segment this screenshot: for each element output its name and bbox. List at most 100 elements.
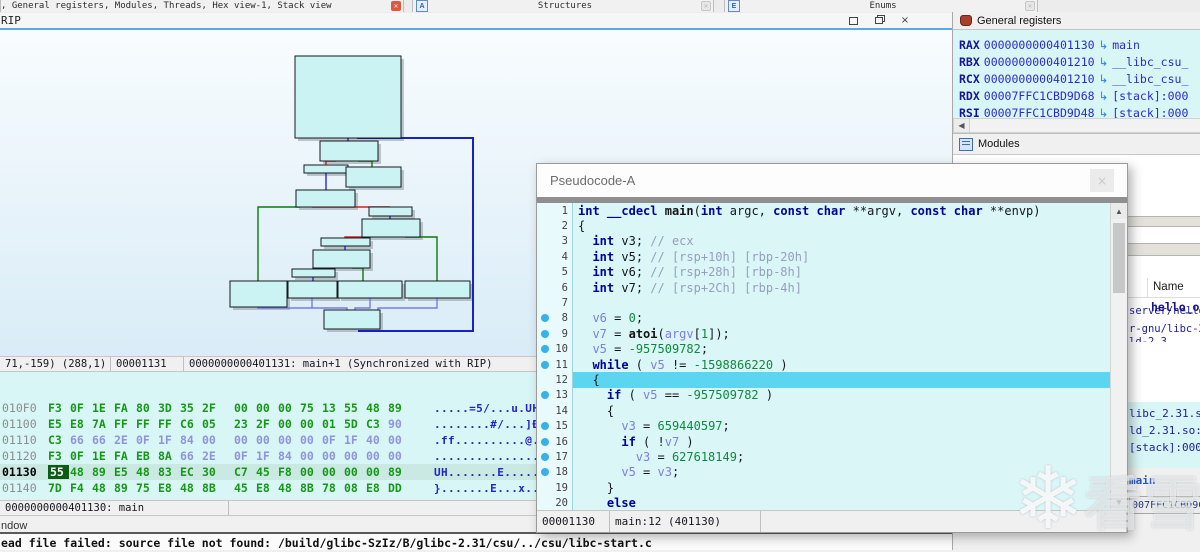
line-number-margin[interactable]: 20 <box>537 495 573 510</box>
line-number-margin[interactable]: 6 <box>537 279 573 296</box>
code-line[interactable]: 7 <box>537 295 1110 311</box>
graph-node[interactable] <box>404 280 471 299</box>
code-line[interactable]: 3 int v3; // ecx <box>537 233 1110 250</box>
module-path-item[interactable]: ld-2.3 <box>1129 336 1167 342</box>
module-path-item[interactable]: server/hello_ <box>1129 305 1200 317</box>
register-row[interactable]: RSI 00007FFC1CBD9D48 ↳ [stack]:000 <box>959 104 1188 119</box>
code-line[interactable]: 10 v5 = -957509782; <box>537 341 1110 357</box>
line-number-margin[interactable]: 8 <box>537 310 573 327</box>
hex-row[interactable]: 01110 C3 66 66 2E 0F 1F 84 00 00 00 00 00 0F 1F 40 00 .ff… <box>0 432 952 448</box>
code-line[interactable]: 16 if ( ! v7 ) <box>537 433 1110 450</box>
line-number-margin[interactable]: 17 <box>537 449 573 465</box>
scroll-down-arrow-icon[interactable]: ▼ <box>1111 494 1127 510</box>
tab-close-icon[interactable]: ✕ <box>391 1 401 11</box>
hex-row[interactable]: 010F0 F3 0F 1E FA 80 3D 35 2F 00 00 00 75 13 55 48 89...… <box>0 400 952 416</box>
register-row[interactable]: RDX 00007FFC1CBD9D68 ↳ [stack]:000 <box>959 87 1188 104</box>
graph-node[interactable] <box>319 140 379 162</box>
close-icon[interactable]: × <box>1090 169 1114 192</box>
breakpoint-icon[interactable] <box>541 422 549 431</box>
code-line[interactable]: 6 int v7; // [rsp+2Ch] [rbp-4h] <box>537 279 1110 296</box>
tab-general-registers-modules-threads-hex-view-1-stack-view[interactable]: , General registers, Modules, Threads, H… <box>0 0 404 12</box>
code-line[interactable]: 12 { <box>537 372 1110 388</box>
register-row[interactable]: RBX 0000000000401210 ↳ __libc_csu_ <box>959 53 1188 70</box>
line-number-margin[interactable]: 10 <box>537 341 573 357</box>
module-name-cell[interactable]: hello_o <box>1151 300 1200 314</box>
line-number-margin[interactable]: 13 <box>537 387 573 404</box>
registers-panel-titlebar[interactable]: General registers <box>952 12 1200 30</box>
code-line[interactable]: 14 { <box>537 403 1110 419</box>
registers-hscrollbar[interactable]: ◀ <box>953 118 1200 133</box>
code-line[interactable]: 2{ <box>537 218 1110 234</box>
code-line[interactable]: 17 v3 = 627618149; <box>537 449 1110 465</box>
code-line[interactable]: 20 else <box>537 495 1110 510</box>
breakpoint-icon[interactable] <box>541 391 549 400</box>
code-line[interactable]: 13 if ( v5 == -957509782 ) <box>537 387 1110 404</box>
code-line[interactable]: 9 v7 = atoi(argv[1]); <box>537 326 1110 342</box>
code-line[interactable]: 19 } <box>537 480 1110 496</box>
scroll-up-arrow-icon[interactable]: ▲ <box>1111 203 1127 219</box>
code-line[interactable]: 18 v5 = v3; <box>537 464 1110 481</box>
graph-node[interactable] <box>337 280 403 299</box>
tab-structures[interactable]: A Structures ✕ <box>412 0 714 12</box>
tab-enums[interactable]: E Enums ✕ <box>724 0 1038 12</box>
stack-entry[interactable]: ld_2.31.so:_ <box>1129 424 1200 437</box>
breakpoint-icon[interactable] <box>541 360 549 369</box>
breakpoint-icon[interactable] <box>541 345 549 354</box>
pseudocode-body[interactable]: 1 int __cdecl main(int argc, const char *… <box>537 203 1127 510</box>
line-number-margin[interactable]: 11 <box>537 356 573 373</box>
hex-row[interactable]: 01100 E5 E8 7A FF FF FF C6 05 23 2F 00 00 01 5D C3 90...… <box>0 416 952 432</box>
pseudocode-titlebar[interactable]: Pseudocode-A × <box>537 164 1127 197</box>
window-restore-icon[interactable] <box>872 15 886 27</box>
graph-node[interactable] <box>295 189 356 208</box>
hex-row[interactable]: 01120 F3 0F 1E FA EB 8A 66 2E 0F 1F 84 00 00 00 00 00...… <box>0 448 952 464</box>
line-number-margin[interactable]: 4 <box>537 249 573 265</box>
breakpoint-icon[interactable] <box>541 468 549 477</box>
registers-list[interactable]: RAX 0000000000401130 ↳ main RBX 0000000000401… <box>953 30 1200 118</box>
breakpoint-icon[interactable] <box>541 437 549 446</box>
window-close-icon[interactable]: × <box>900 15 910 26</box>
pseudocode-vscrollbar[interactable]: ▲ ▼ <box>1110 203 1127 510</box>
stack-main-link[interactable]: main <box>1129 474 1156 487</box>
tab-close-icon[interactable]: ✕ <box>701 1 711 11</box>
breakpoint-icon[interactable] <box>541 329 549 338</box>
graph-node[interactable] <box>287 280 338 299</box>
graph-node[interactable] <box>294 55 402 139</box>
stack-entry[interactable]: [stack]:0000 <box>1129 441 1200 454</box>
tab-close-icon[interactable]: ✕ <box>1025 1 1035 11</box>
line-number-margin[interactable]: 3 <box>537 233 573 250</box>
line-number-margin[interactable]: 5 <box>537 264 573 280</box>
line-number-margin[interactable]: 1 <box>537 203 573 219</box>
modules-panel-titlebar[interactable]: Modules <box>953 133 1200 155</box>
module-path-item[interactable]: r-gnu/libc-2.3 <box>1129 323 1200 335</box>
register-row[interactable]: RCX 0000000000401210 ↳ __libc_csu_ <box>959 70 1188 87</box>
breakpoint-icon[interactable] <box>541 452 549 461</box>
line-number-margin[interactable]: 16 <box>537 433 573 450</box>
line-number-margin[interactable]: 12 <box>537 372 573 388</box>
graph-node[interactable] <box>323 309 381 330</box>
line-number-margin[interactable]: 9 <box>537 326 573 342</box>
line-number-margin[interactable]: 14 <box>537 403 573 419</box>
scroll-left-arrow-icon[interactable]: ◀ <box>954 119 970 132</box>
graph-node[interactable] <box>361 218 421 238</box>
code-line[interactable]: 8 v6 = 0; <box>537 310 1110 327</box>
hex-row[interactable]: 01140 7D F4 48 89 75 E8 48 8B 45 E8 48 8B 78 08 E8 DD}..… <box>0 480 952 496</box>
code-line[interactable]: 15 v3 = 659440597; <box>537 418 1110 434</box>
code-line[interactable]: 4 int v5; // [rsp+10h] [rbp-20h] <box>537 249 1110 265</box>
breakpoint-icon[interactable] <box>541 314 549 323</box>
line-number-margin[interactable]: 19 <box>537 480 573 496</box>
code-line[interactable]: 5 int v6; // [rsp+28h] [rbp-8h] <box>537 264 1110 280</box>
register-row[interactable]: RAX 0000000000401130 ↳ main <box>959 36 1140 53</box>
scrollbar-thumb[interactable] <box>1113 223 1125 293</box>
pseudocode-window[interactable]: Pseudocode-A × 1 int __cdecl main(int arg… <box>536 163 1128 533</box>
code-line[interactable]: 1 int __cdecl main(int argc, const char *… <box>537 203 1110 219</box>
graph-node[interactable] <box>320 237 371 247</box>
line-number-margin[interactable]: 15 <box>537 418 573 434</box>
window-minimize-icon[interactable] <box>846 15 860 27</box>
code-line[interactable]: 11 while ( v5 != -1598866220 ) <box>537 356 1110 373</box>
line-number-margin[interactable]: 7 <box>537 295 573 311</box>
stack-entry[interactable]: libc_2.31.so <box>1129 407 1200 420</box>
graph-node[interactable] <box>312 249 371 269</box>
graph-node[interactable] <box>368 206 413 217</box>
line-number-margin[interactable]: 18 <box>537 464 573 481</box>
graph-node[interactable] <box>229 280 288 308</box>
